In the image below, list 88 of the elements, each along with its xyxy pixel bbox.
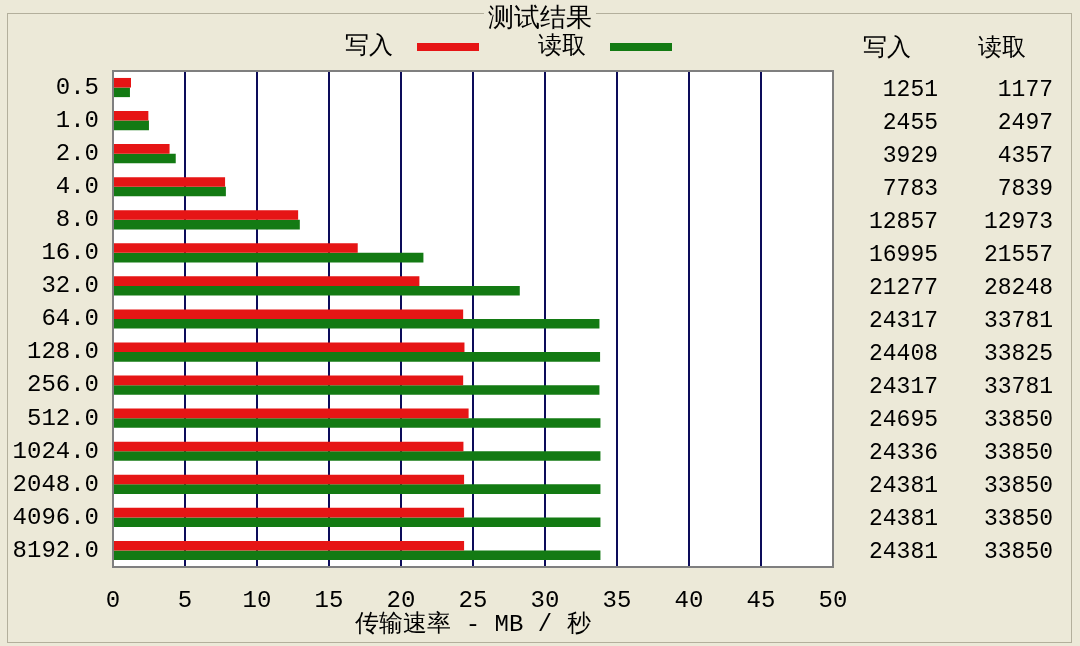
text: 24317 <box>868 308 938 334</box>
bar <box>114 385 600 395</box>
y-tick-label: 4096.0 <box>12 503 99 531</box>
bar <box>114 276 420 286</box>
y-tick-label: 8192.0 <box>12 536 99 564</box>
bar <box>114 540 465 551</box>
bar <box>114 111 149 121</box>
y-tick-label: 512.0 <box>26 404 99 432</box>
y-tick-label: 8.0 <box>55 206 99 234</box>
bar <box>114 177 226 187</box>
x-tick-label: 50 <box>818 586 848 614</box>
x-tick-label: 5 <box>177 586 193 614</box>
legend-label: 写入 <box>345 31 393 60</box>
bar <box>114 408 469 419</box>
text: 1251 <box>882 76 938 103</box>
bar <box>114 550 601 561</box>
text: 24317 <box>868 374 938 401</box>
text: 33825 <box>983 341 1053 368</box>
text: 21557 <box>983 241 1053 268</box>
text: 33850 <box>983 407 1053 434</box>
y-tick-label: 16.0 <box>41 239 99 267</box>
x-tick-label: 45 <box>746 586 776 614</box>
x-tick-label: 0 <box>105 586 121 614</box>
text: 33850 <box>983 473 1053 500</box>
bar <box>114 441 464 452</box>
bar <box>114 342 465 353</box>
text: 24408 <box>868 341 938 368</box>
bar <box>114 484 601 494</box>
bar <box>114 186 226 197</box>
text: 24336 <box>868 440 938 467</box>
bar <box>114 352 601 362</box>
bar <box>114 77 132 88</box>
y-tick-label: 1.0 <box>55 106 99 134</box>
y-tick-label: 32.0 <box>41 272 99 300</box>
legend-label: 读取 <box>538 31 586 60</box>
y-tick-label: 0.5 <box>55 73 99 101</box>
bar <box>114 285 520 296</box>
text: 28248 <box>983 274 1053 301</box>
y-tick-label: 2048.0 <box>12 470 99 498</box>
bar <box>114 319 600 329</box>
y-tick-label: 128.0 <box>26 338 99 366</box>
y-tick-label: 64.0 <box>41 305 99 333</box>
y-tick-label: 1024.0 <box>12 437 99 465</box>
y-tick-label: 2.0 <box>55 140 99 168</box>
y-tick-label: 256.0 <box>26 371 99 399</box>
text: 33781 <box>983 308 1053 334</box>
text: 7783 <box>882 175 938 202</box>
text: 33781 <box>983 374 1053 401</box>
y-tick-label: 4.0 <box>55 173 99 201</box>
chart-title: 测试结果 <box>484 2 596 32</box>
bar <box>114 252 424 263</box>
text: 33850 <box>983 440 1053 467</box>
text: 4357 <box>997 142 1053 169</box>
text: 21277 <box>868 274 938 301</box>
text: 16995 <box>868 241 938 268</box>
text: 2455 <box>882 109 938 136</box>
bar <box>114 120 149 131</box>
text: 24381 <box>868 506 938 533</box>
bar <box>114 87 130 98</box>
bar <box>114 219 300 230</box>
bar <box>114 243 358 253</box>
x-tick-label: 35 <box>602 586 632 614</box>
x-tick-label: 15 <box>314 586 344 614</box>
bar <box>114 517 601 527</box>
text: 写入 <box>863 33 911 61</box>
text: 24381 <box>868 539 938 566</box>
text: 12973 <box>983 208 1053 235</box>
text: 2497 <box>997 109 1053 136</box>
text: 24381 <box>868 473 938 500</box>
x-tick-label: 10 <box>242 586 272 614</box>
text: 1177 <box>997 76 1053 103</box>
text: 24695 <box>868 407 938 434</box>
bar <box>114 309 464 319</box>
text: 3929 <box>882 142 938 169</box>
text: 33850 <box>983 539 1053 566</box>
text: 读取 <box>978 33 1026 61</box>
bar <box>114 451 601 461</box>
bar <box>114 210 299 220</box>
bar <box>114 507 465 518</box>
bar <box>114 375 464 386</box>
text: 12857 <box>868 208 938 235</box>
bar <box>114 153 176 164</box>
bar <box>114 474 465 485</box>
bar <box>114 144 170 154</box>
x-tick-label: 40 <box>674 586 704 614</box>
bar <box>114 418 601 428</box>
text: 33850 <box>983 506 1053 533</box>
text: 7839 <box>997 175 1053 202</box>
